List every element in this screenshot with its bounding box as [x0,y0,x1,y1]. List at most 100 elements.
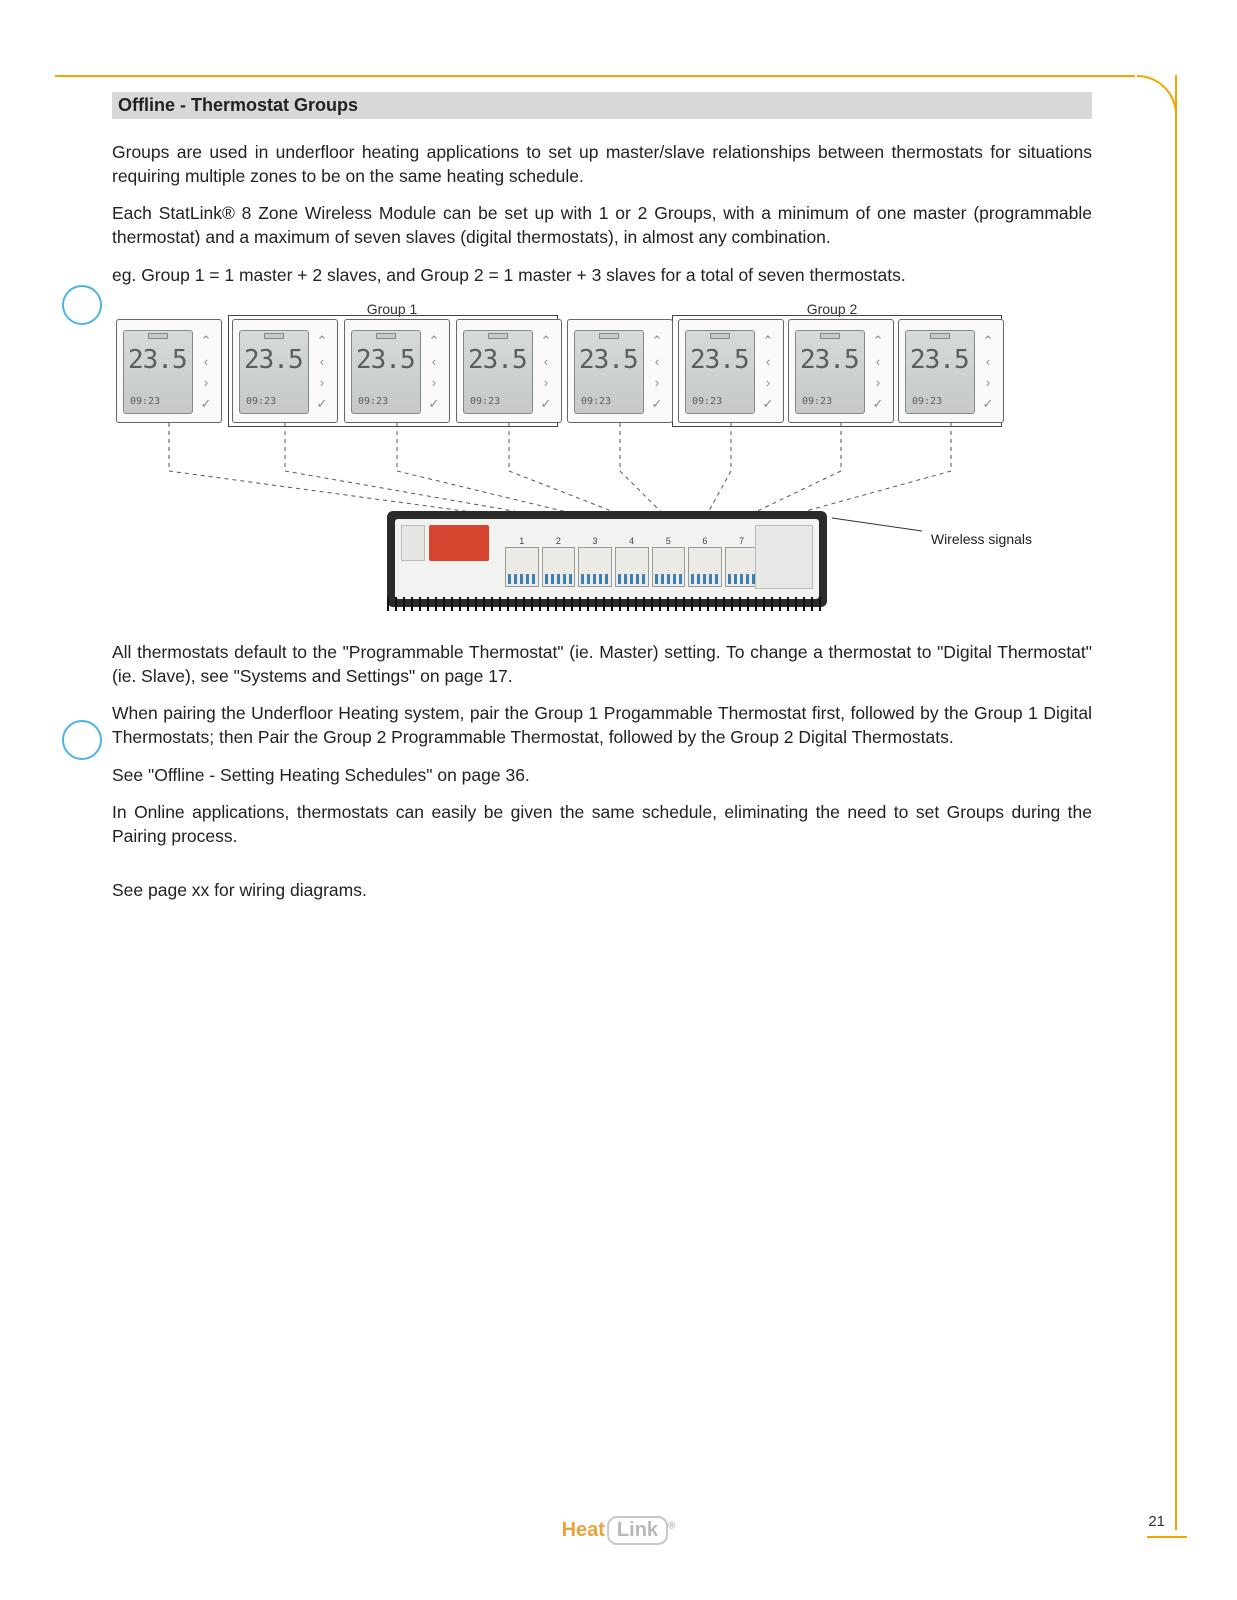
thermostat-buttons: ⌃ ‹ › ✓ [867,330,889,414]
chevron-up-icon: ⌃ [541,334,552,347]
chevron-right-icon: › [986,376,990,389]
check-icon: ✓ [317,397,328,410]
chevron-left-icon: ‹ [655,355,659,368]
brand-heat: Heat [562,1519,605,1541]
chevron-right-icon: › [655,376,659,389]
body-paragraph-7: In Online applications, thermostats can … [112,801,1092,848]
check-icon: ✓ [763,397,774,410]
wireless-signal-line [509,423,632,519]
module-din-rail [387,597,827,611]
chevron-up-icon: ⌃ [201,334,212,347]
chevron-up-icon: ⌃ [652,334,663,347]
chevron-right-icon: › [766,376,770,389]
wireless-signal-line [169,423,523,519]
thermostat-buttons: ⌃ ‹ › ✓ [423,330,445,414]
wireless-signal-line [741,423,841,519]
body-paragraph-4: All thermostats default to the "Programm… [112,641,1092,688]
thermostat-screen: 23.509:23 [351,330,421,414]
thermostat-screen: 23.509:23 [463,330,533,414]
thermostat-buttons: ⌃ ‹ › ✓ [195,330,217,414]
chevron-right-icon: › [432,376,436,389]
chevron-up-icon: ⌃ [873,334,884,347]
check-icon: ✓ [201,397,212,410]
chevron-right-icon: › [876,376,880,389]
brand-link: Link [607,1516,668,1545]
thermostat-screen: 23.509:23 [239,330,309,414]
module-left-panel [401,525,425,561]
thermostat-buttons: ⌃ ‹ › ✓ [757,330,779,414]
chevron-left-icon: ‹ [544,355,548,368]
wireless-signal-line [285,423,559,519]
chevron-right-icon: › [320,376,324,389]
thermostat-unit: 23.509:23 ⌃ ‹ › ✓ [456,319,562,423]
terminal-block: 3 [578,547,612,587]
terminal-block: 4 [615,547,649,587]
wireless-module: 12345678 [387,511,827,607]
module-right-panel [755,525,813,589]
check-icon: ✓ [541,397,552,410]
brand-logo: HeatLink® [562,1516,676,1545]
thermostat-unit: 23.509:23 ⌃ ‹ › ✓ [788,319,894,423]
chevron-up-icon: ⌃ [317,334,328,347]
terminal-block: 1 [505,547,539,587]
example-paragraph: eg. Group 1 = 1 master + 2 slaves, and G… [112,264,1092,288]
module-body: 12345678 [395,519,819,599]
terminal-block: 5 [652,547,686,587]
wireless-signals-label: Wireless signals [931,531,1032,547]
chevron-right-icon: › [204,376,208,389]
thermostat-unit: 23.509:23 ⌃ ‹ › ✓ [232,319,338,423]
chevron-left-icon: ‹ [986,355,990,368]
chevron-left-icon: ‹ [766,355,770,368]
check-icon: ✓ [652,397,663,410]
thermostat-buttons: ⌃ ‹ › ✓ [977,330,999,414]
wireless-signal-line [620,423,668,519]
wireless-signal-line [397,423,596,519]
thermostat-unit: 23.509:23 ⌃ ‹ › ✓ [344,319,450,423]
thermostat-screen: 23.509:23 [905,330,975,414]
module-status-panel [429,525,489,561]
intro-paragraph-2: Each StatLink® 8 Zone Wireless Module ca… [112,202,1092,249]
check-icon: ✓ [983,397,994,410]
body-paragraph-8: See page xx for wiring diagrams. [112,879,1092,903]
module-terminals: 12345678 [505,547,795,587]
thermostat-buttons: ⌃ ‹ › ✓ [311,330,333,414]
thermostat-buttons: ⌃ ‹ › ✓ [646,330,668,414]
chevron-right-icon: › [544,376,548,389]
page-number: 21 [1148,1513,1165,1530]
groups-diagram: Group 1 Group 2 23.509:23⌃‹›✓23.509:23⌃‹… [112,301,1092,621]
terminal-block: 7 [725,547,759,587]
body-paragraph-6: See "Offline - Setting Heating Schedules… [112,764,1092,788]
page-rule-right [1175,75,1177,1530]
chevron-up-icon: ⌃ [983,334,994,347]
chevron-left-icon: ‹ [320,355,324,368]
thermostat-unit: 23.509:23 ⌃ ‹ › ✓ [678,319,784,423]
margin-marker-circle [62,720,102,760]
check-icon: ✓ [429,397,440,410]
content-area: Offline - Thermostat Groups Groups are u… [112,92,1092,916]
page-rule-top [55,75,1135,77]
intro-paragraph-1: Groups are used in underfloor heating ap… [112,141,1092,188]
terminal-block: 2 [542,547,576,587]
terminal-block: 6 [688,547,722,587]
thermostat-screen: 23.509:23 [574,330,644,414]
thermostat-screen: 23.509:23 [123,330,193,414]
thermostat-unit: 23.509:23 ⌃ ‹ › ✓ [898,319,1004,423]
wireless-signal-line [777,423,951,519]
chevron-left-icon: ‹ [204,355,208,368]
chevron-up-icon: ⌃ [429,334,440,347]
page-number-rule [1147,1536,1187,1538]
check-icon: ✓ [873,397,884,410]
body-paragraph-5: When pairing the Underfloor Heating syst… [112,702,1092,749]
thermostat-screen: 23.509:23 [685,330,755,414]
section-header: Offline - Thermostat Groups [112,92,1092,119]
wireless-signal-line [704,423,731,519]
thermostat-buttons: ⌃ ‹ › ✓ [535,330,557,414]
chevron-left-icon: ‹ [432,355,436,368]
page-rule-corner [1137,75,1177,115]
thermostat-unit: 23.509:23 ⌃ ‹ › ✓ [116,319,222,423]
chevron-left-icon: ‹ [876,355,880,368]
thermostat-screen: 23.509:23 [795,330,865,414]
thermostat-unit: 23.509:23 ⌃ ‹ › ✓ [567,319,673,423]
chevron-up-icon: ⌃ [763,334,774,347]
margin-marker-circle [62,285,102,325]
